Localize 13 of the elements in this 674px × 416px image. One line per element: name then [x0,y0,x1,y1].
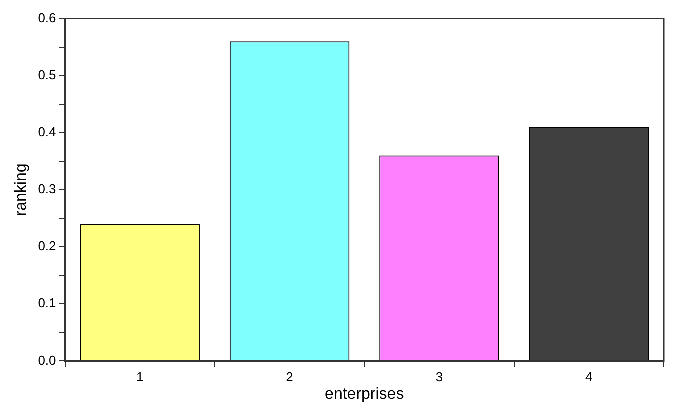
y-tick-label: 0.5 [38,67,56,82]
y-tick-label: 0.4 [38,124,56,140]
x-tick-label: 2 [286,370,294,385]
x-axis-title: enterprises [325,386,404,403]
x-tick-label: 4 [586,370,593,385]
y-tick-label: 0.6 [38,10,56,26]
y-tick-label: 0.1 [38,296,56,311]
x-tick-label: 1 [136,370,144,385]
y-tick-label: 0.3 [38,182,56,197]
x-tick-label: 3 [436,370,444,385]
y-tick-label: 0.0 [38,352,56,368]
y-axis-title: ranking [13,164,30,216]
y-tick-label: 0.2 [38,238,56,254]
